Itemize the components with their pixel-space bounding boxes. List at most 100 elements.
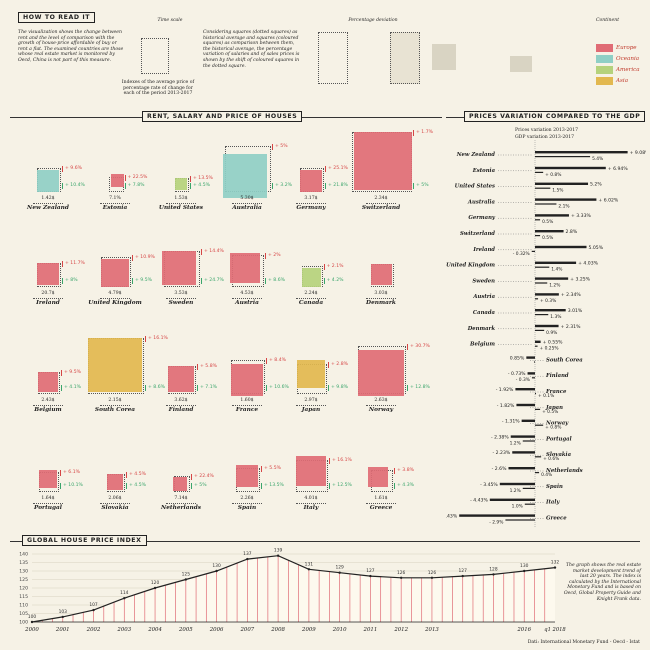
country-square-slovakia	[107, 474, 123, 490]
base-value-slovakia: 2.06$	[108, 496, 122, 501]
base-value-south-corea: 2.15$	[108, 398, 122, 403]
legend-label-asia: Asia	[616, 78, 629, 84]
index-value-2016: 130	[520, 563, 529, 569]
gdp-bar-australia	[535, 203, 557, 205]
country-square-new-zealand	[37, 170, 59, 192]
country-square-portugal	[39, 470, 57, 488]
gdp-row-united-kingdom: + 4.03% 1.4% United Kingdom	[446, 261, 599, 273]
y-tick-130: 130	[19, 569, 28, 575]
gdp-bar-sweden	[535, 282, 548, 284]
gdp-row-spain: - 3.45% 1.2% Spain	[480, 482, 563, 494]
baseline-sweden	[166, 298, 196, 299]
index-point-2017	[553, 566, 557, 569]
gdp-bar-new-zealand	[535, 156, 591, 158]
y-tick-120: 120	[19, 586, 28, 592]
x-tick-2008: 2008	[270, 627, 285, 633]
gdp-value-germany: 0.5%	[542, 219, 553, 225]
price-bar-germany	[535, 214, 569, 217]
y-tick-115: 115	[19, 594, 28, 600]
base-value-canada: 2.24$	[304, 291, 318, 296]
price-bar-south-corea	[526, 356, 535, 359]
how-to-read-intro: The visualization shows the change betwe…	[18, 30, 124, 63]
price-value-germany: + 3.33%	[571, 213, 592, 219]
base-value-austria: 4.53$	[240, 291, 254, 296]
price-value-italy: - 4.43%	[470, 498, 488, 504]
gdp-row-netherlands: - 2.6% 0.4%Netherlands	[492, 466, 583, 478]
price-value-austria: + 2.34%	[561, 292, 582, 298]
country-name-norway: Norway	[368, 407, 394, 413]
x-tick-2003: 2003	[116, 627, 131, 633]
country-name-japan: Japan	[301, 407, 321, 413]
index-value-2001: 103	[59, 609, 68, 615]
base-value-australia: 5.30$	[240, 196, 254, 201]
base-value-belgium: 2.43$	[41, 398, 55, 403]
baseline-switzerland	[366, 203, 396, 204]
price-value-norway: - 1.31%	[502, 419, 520, 425]
legend-label-oceania: Oceania	[616, 56, 640, 62]
index-point-2015	[492, 573, 495, 576]
baseline-spain	[232, 503, 262, 504]
index-point-2002	[92, 608, 95, 612]
price-value-ireland: 5.05%	[589, 245, 604, 251]
gdp-row-germany: + 3.33% 0.5% Germany	[468, 213, 591, 225]
price-change-sweden: + 14.4%	[201, 249, 224, 255]
gdp-row-portugal: - 2.38%1.2% Portugal	[491, 434, 572, 446]
base-value-spain: 2.26$	[240, 496, 254, 501]
price-change-netherlands: + 22.4%	[191, 474, 214, 480]
global-section-rule	[10, 541, 640, 542]
gdp-row-australia: + 6.02% 2.1% Australia	[467, 197, 619, 209]
baseline-estonia	[100, 203, 130, 204]
salary-change-netherlands: + 5%	[191, 483, 207, 489]
gdp-country-portugal: Portugal	[545, 436, 572, 442]
gdp-bar-finland	[531, 377, 535, 379]
baseline-new-zealand	[33, 203, 63, 204]
gdp-bar-germany	[535, 219, 541, 221]
gdp-bar-united-kingdom	[535, 266, 550, 268]
index-value-2002: 107	[89, 602, 98, 608]
gdp-bar-austria	[535, 298, 539, 300]
country-name-australia: Australia	[232, 205, 262, 211]
price-value-finland: - 0.73%	[508, 371, 526, 377]
price-value-estonia: + 6.94%	[608, 166, 629, 172]
salary-change-austria: + 8.6%	[265, 278, 285, 284]
price-bar-spain	[499, 482, 535, 486]
gdp-country-united-kingdom: United Kingdom	[446, 263, 495, 269]
index-point-2010	[338, 571, 341, 574]
gdp-bar-belgium	[535, 345, 538, 347]
index-line	[31, 555, 556, 623]
gdp-value-greece: - 2.9%	[489, 519, 503, 525]
gdp-legend-gdp: GDP variation 2013-2017	[515, 135, 575, 140]
price-change-united-states: + 13.5%	[190, 176, 213, 182]
salary-change-italy: + 12.5%	[329, 483, 352, 489]
baseline-netherlands	[166, 503, 196, 504]
country-square-netherlands	[173, 477, 187, 491]
baseline-canada	[296, 298, 326, 299]
price-change-greece: + 3.8%	[394, 468, 414, 474]
price-change-italy: + 16.1%	[329, 458, 352, 464]
salary-change-canada: + 4.2%	[323, 278, 343, 284]
country-square-japan	[297, 360, 325, 388]
price-change-belgium: + 9.5%	[61, 370, 81, 376]
gdp-value-japan: + 0.5%	[542, 409, 558, 415]
price-value-greece: - 7.43%	[446, 513, 458, 519]
gdp-bar-slovakia	[535, 456, 542, 458]
price-change-canada: + 2.1%	[323, 264, 343, 270]
baseline-ireland	[33, 298, 63, 299]
how-to-read-title: HOW TO READ IT	[18, 12, 96, 23]
gdp-country-belgium: Belgium	[469, 342, 495, 348]
price-change-ireland: + 11.7%	[62, 261, 85, 267]
price-change-new-zealand: + 9.6%	[62, 166, 82, 172]
pct-deviation-title: Percentage deviation	[348, 18, 398, 23]
index-value-2003: 114	[120, 590, 129, 596]
gdp-country-canada: Canada	[473, 310, 496, 316]
gdp-country-italy: Italy	[545, 500, 560, 506]
gdp-bar-canada	[535, 314, 549, 316]
salary-change-germany: + 21.8%	[325, 183, 348, 189]
salary-change-finland: + 7.1%	[197, 385, 217, 391]
index-value-2011: 127	[366, 568, 375, 574]
price-value-united-kingdom: + 4.03%	[578, 261, 599, 267]
gdp-bar-ireland	[531, 250, 535, 252]
index-point-2009	[307, 568, 311, 571]
gdp-value-canada: 1.3%	[550, 314, 561, 320]
legend-label-europe: Europe	[616, 45, 637, 51]
